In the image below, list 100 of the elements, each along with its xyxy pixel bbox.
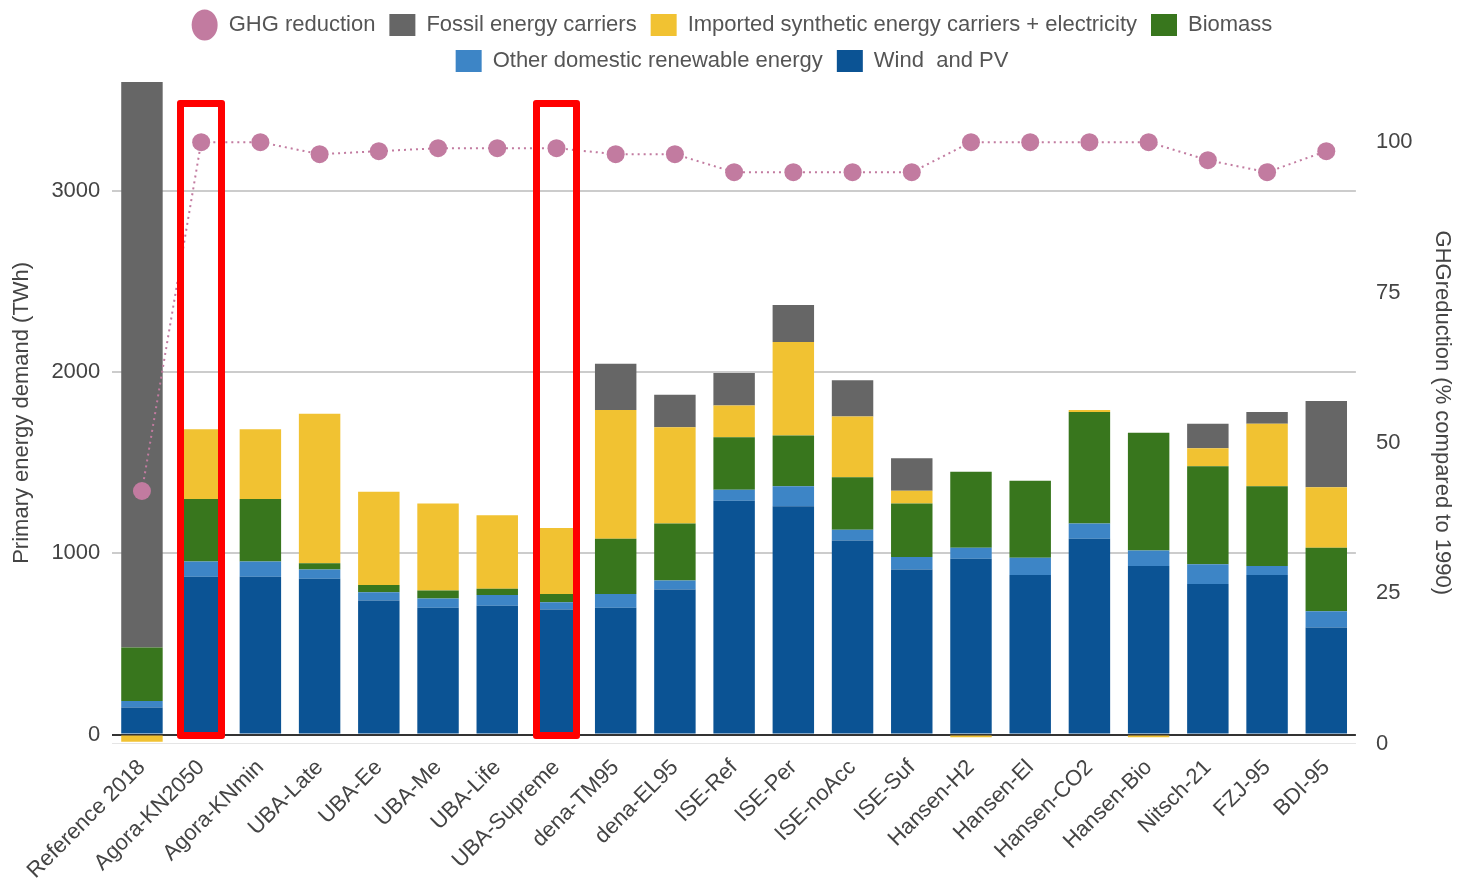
bar	[772, 342, 815, 436]
y-tick-label: 1000	[51, 539, 101, 565]
bar	[417, 598, 459, 608]
point	[843, 163, 862, 182]
bar	[1305, 487, 1348, 548]
y-axis-title: Primary energy demand (TWh)	[8, 261, 34, 564]
bar	[239, 429, 282, 499]
legend-label: GHG reduction	[228, 11, 376, 37]
bar	[298, 569, 341, 579]
y-tick-label: 3000	[51, 176, 101, 202]
bar	[417, 607, 459, 734]
bar	[1068, 523, 1111, 539]
bar	[831, 416, 874, 478]
bar	[1127, 432, 1170, 551]
bar	[831, 477, 874, 530]
point	[1198, 151, 1217, 170]
point	[961, 133, 980, 152]
bar	[654, 394, 696, 428]
y2-tick-label: 75	[1375, 278, 1401, 304]
bar	[891, 569, 933, 734]
bar	[239, 498, 282, 562]
bar	[358, 585, 400, 593]
point	[665, 145, 684, 164]
bar	[121, 707, 163, 734]
bar	[1187, 423, 1229, 449]
bar	[239, 561, 282, 577]
bar	[1246, 575, 1288, 734]
bar	[1127, 565, 1170, 734]
bar	[1246, 411, 1288, 424]
bar	[831, 529, 874, 541]
bar	[594, 594, 637, 608]
bar	[1246, 423, 1288, 487]
bar	[772, 304, 815, 343]
bar	[950, 547, 992, 559]
bar	[1127, 550, 1170, 566]
bar	[594, 538, 637, 595]
bar	[1187, 584, 1229, 734]
bar	[654, 427, 696, 524]
legend-label: Biomass	[1187, 11, 1273, 37]
bar	[594, 363, 637, 411]
bar	[121, 82, 163, 648]
point	[725, 163, 744, 182]
bar	[1187, 564, 1229, 585]
bar	[831, 540, 874, 734]
point	[784, 163, 803, 182]
bar	[358, 491, 400, 586]
point	[251, 133, 270, 152]
bar	[950, 471, 992, 548]
point	[369, 142, 388, 161]
bar	[417, 590, 459, 599]
bar	[476, 605, 518, 734]
legend-label: Other domestic renewable energy	[492, 47, 823, 73]
bar	[298, 413, 341, 564]
bar	[1305, 627, 1348, 734]
bar	[891, 503, 933, 557]
bar	[1068, 538, 1111, 734]
y2-axis-title: GHGreduction (% compared to 1990)	[1430, 230, 1456, 596]
y2-tick-label: 25	[1375, 579, 1401, 605]
legend-label: Fossil energy carriers	[426, 11, 637, 37]
bar	[891, 490, 933, 504]
bar	[713, 489, 755, 501]
y2-tick-label: 50	[1375, 428, 1401, 454]
point	[310, 145, 329, 164]
bar	[298, 578, 341, 734]
bar	[298, 563, 341, 570]
bar	[1068, 411, 1111, 524]
bar	[772, 435, 815, 487]
bar	[594, 607, 637, 734]
y-tick-label: 0	[88, 720, 101, 746]
point	[902, 163, 921, 182]
bar	[772, 486, 815, 507]
bar	[1305, 611, 1348, 628]
bar	[121, 647, 163, 702]
bar	[594, 410, 637, 539]
point	[429, 139, 448, 158]
bar	[891, 556, 933, 570]
y2-tick-label: 0	[1375, 729, 1389, 755]
bar	[1009, 480, 1051, 558]
bar	[121, 735, 163, 742]
bar	[713, 437, 755, 490]
bar	[417, 503, 459, 591]
point	[192, 133, 211, 152]
bar	[772, 506, 815, 734]
bar	[1187, 448, 1229, 467]
bar	[1009, 575, 1051, 734]
bar	[831, 380, 874, 417]
bar	[121, 701, 163, 708]
bar	[713, 372, 755, 406]
bar	[358, 592, 400, 601]
point	[606, 145, 625, 164]
point	[1317, 142, 1336, 161]
bar	[654, 589, 696, 734]
y-tick-label: 2000	[51, 358, 101, 384]
bar	[713, 500, 755, 734]
point	[1021, 133, 1040, 152]
point	[547, 139, 566, 158]
point	[132, 482, 151, 501]
bar	[476, 515, 518, 589]
point	[488, 139, 507, 158]
y2-tick-label: 100	[1375, 128, 1413, 154]
